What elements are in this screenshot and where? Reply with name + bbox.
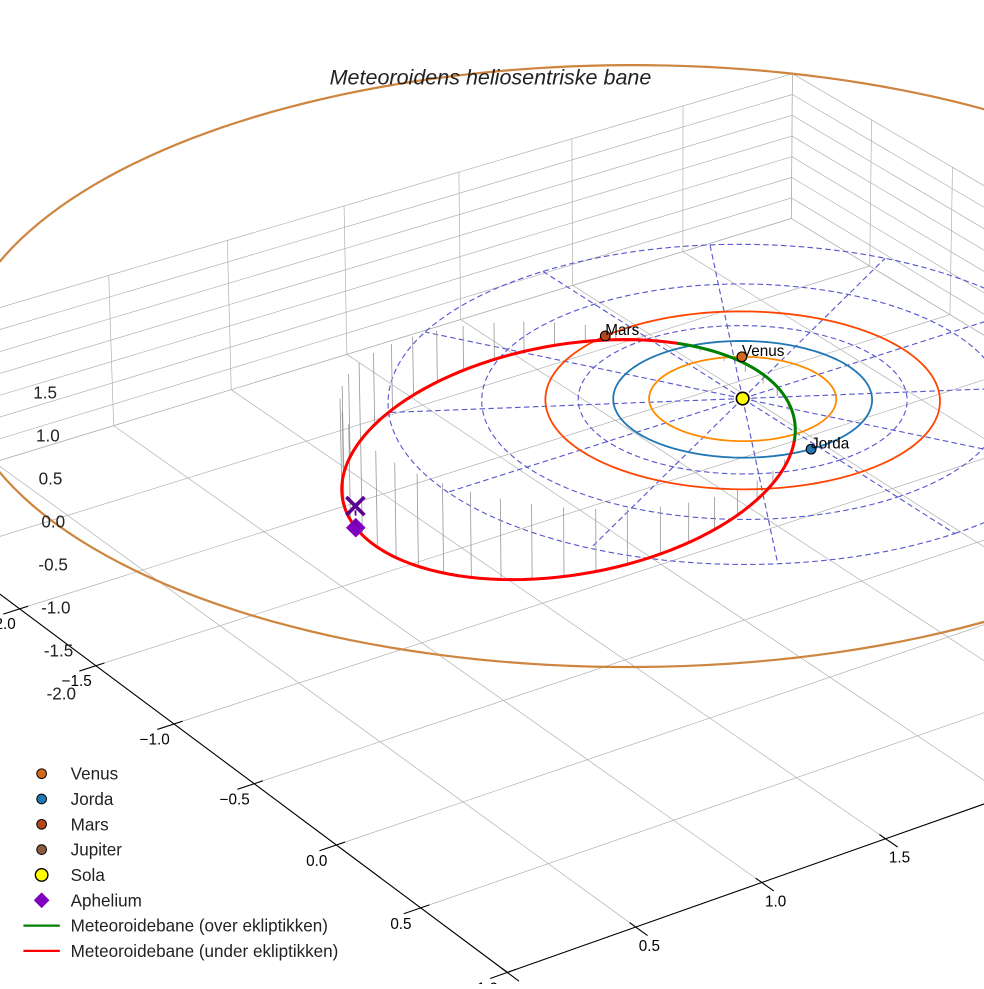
svg-text:-2.0: -2.0 <box>47 684 76 703</box>
svg-text:-0.5: -0.5 <box>38 555 67 574</box>
svg-text:0.5: 0.5 <box>39 469 63 488</box>
svg-text:Mars: Mars <box>605 322 639 339</box>
svg-text:Venus: Venus <box>71 765 118 784</box>
svg-text:0.0: 0.0 <box>41 512 65 531</box>
svg-text:1.5: 1.5 <box>33 383 57 402</box>
svg-text:Jorda: Jorda <box>71 790 114 809</box>
svg-text:-1.0: -1.0 <box>41 598 70 617</box>
svg-text:Jorda: Jorda <box>811 435 850 452</box>
svg-text:Mars: Mars <box>71 815 109 834</box>
svg-text:Jupiter: Jupiter <box>71 841 123 860</box>
svg-text:Meteoroidebane (under ekliptik: Meteoroidebane (under ekliptikken) <box>71 942 339 961</box>
svg-text:0.0: 0.0 <box>306 853 327 870</box>
svg-text:0.5: 0.5 <box>639 938 660 955</box>
svg-text:Aphelium: Aphelium <box>71 891 142 910</box>
svg-text:−2.0: −2.0 <box>0 616 16 633</box>
svg-text:1.5: 1.5 <box>889 849 910 866</box>
svg-text:−0.5: −0.5 <box>220 791 250 808</box>
svg-text:0.5: 0.5 <box>390 916 411 933</box>
svg-text:Meteoroidebane (over ekliptikk: Meteoroidebane (over ekliptikken) <box>71 917 328 936</box>
svg-text:Sola: Sola <box>71 866 106 885</box>
svg-text:1.0: 1.0 <box>765 893 786 910</box>
svg-text:1.0: 1.0 <box>36 426 60 445</box>
svg-text:-1.5: -1.5 <box>44 641 73 660</box>
svg-text:Venus: Venus <box>742 343 785 360</box>
svg-text:Meteoroidens heliosentriske ba: Meteoroidens heliosentriske bane <box>330 65 652 89</box>
svg-text:−1.0: −1.0 <box>140 731 170 748</box>
